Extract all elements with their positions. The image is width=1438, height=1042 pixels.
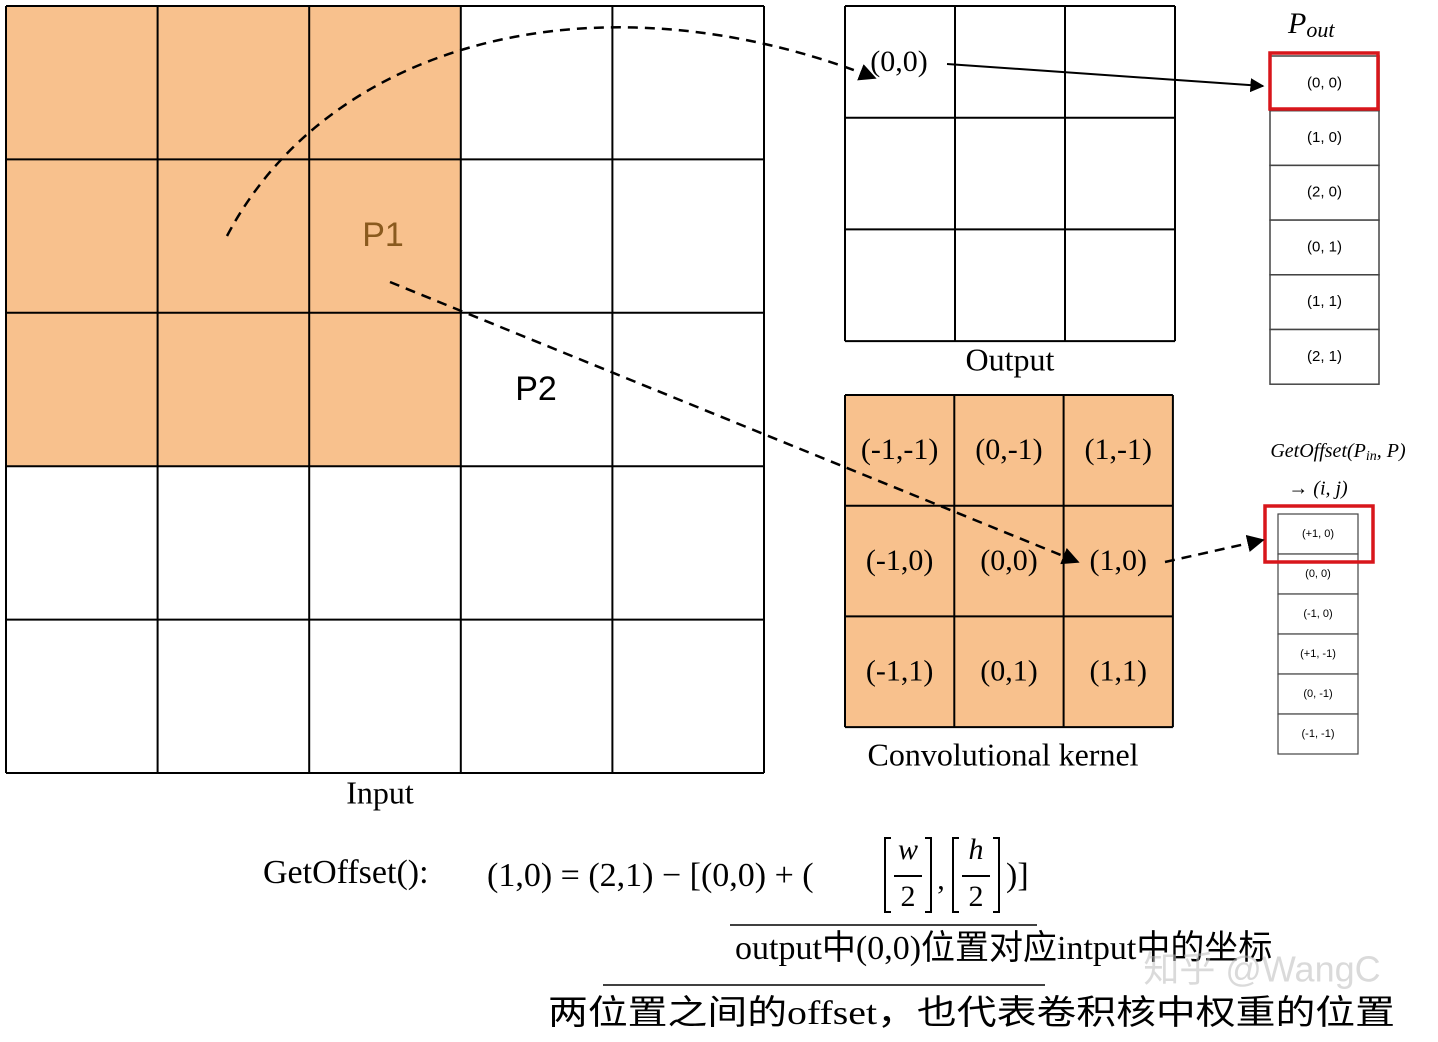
cell-label: (0,-1) — [975, 433, 1042, 466]
fraction-den: 2 — [901, 880, 916, 913]
list-item: (-1, 0) — [1303, 608, 1332, 620]
watermark: 知乎 @WangC — [1143, 949, 1380, 990]
list-item: (0, 1) — [1307, 238, 1342, 255]
list-cell — [1269, 328, 1380, 385]
annotation: 两位置之间的offset，也代表卷积核中权重的位置 — [548, 994, 1395, 1032]
list-cell — [1269, 55, 1380, 112]
title-suffix: , P) — [1377, 440, 1406, 462]
highlight-region — [6, 6, 461, 467]
formula-text: , — [937, 863, 945, 896]
title-base: P — [1287, 7, 1306, 40]
formula-name: GetOffset(): — [263, 854, 429, 891]
caption: Input — [346, 774, 414, 810]
list-item: (2, 1) — [1307, 348, 1342, 365]
list-item: (1, 0) — [1307, 129, 1342, 146]
cell-label: (1,1) — [1090, 655, 1147, 688]
title-prefix: GetOffset(P — [1270, 440, 1366, 462]
list-item: (0, 0) — [1307, 74, 1342, 91]
list-cell — [1269, 219, 1380, 276]
arrow — [946, 63, 1265, 93]
list-item: (0, -1) — [1303, 688, 1332, 700]
list-cell — [1277, 513, 1359, 555]
cell-label: (-1,-1) — [861, 433, 938, 466]
list-item: (2, 0) — [1307, 184, 1342, 201]
annotation: output中(0,0)位置对应intput中的坐标 — [735, 929, 1272, 967]
cell-label: (-1,0) — [866, 544, 933, 577]
cell-label: (1,0) — [1090, 544, 1147, 577]
list-item: (+1, -1) — [1300, 648, 1336, 660]
list-item: (1, 1) — [1307, 293, 1342, 310]
list-title: Pout — [1287, 7, 1335, 42]
highlight-box — [1263, 504, 1375, 564]
fraction-den: 2 — [969, 880, 984, 913]
highlight-box — [1268, 51, 1380, 111]
list-cell — [1269, 274, 1380, 331]
caption: Output — [966, 341, 1055, 377]
title-sub: in — [1366, 449, 1377, 464]
list-cell — [1277, 713, 1359, 755]
cell-label: (0,0) — [980, 544, 1037, 577]
point-label: P1 — [362, 216, 404, 254]
fraction-num: h — [969, 833, 984, 866]
caption: Convolutional kernel — [867, 736, 1138, 772]
list-item: (+1, 0) — [1302, 528, 1334, 540]
list-cell — [1277, 593, 1359, 635]
list-title: → (i, j) — [1288, 478, 1348, 500]
title-sub: out — [1306, 17, 1335, 42]
fraction-num: w — [898, 833, 918, 866]
kernel-fill — [845, 395, 1173, 727]
formula-text: )] — [1006, 857, 1029, 894]
cell-label: (-1,1) — [866, 655, 933, 688]
formula-text: (1,0) = (2,1) − [(0,0) + ( — [487, 857, 814, 894]
point-label: P2 — [515, 370, 557, 408]
list-title: GetOffset(Pin, P) — [1270, 440, 1406, 465]
list-cell — [1269, 109, 1380, 167]
cell-label: (0,0) — [870, 45, 927, 78]
floor-bracket — [952, 837, 1000, 913]
list-item: (0, 0) — [1305, 568, 1331, 580]
dashed-arrow — [1164, 534, 1265, 564]
floor-bracket — [884, 837, 932, 913]
cell-label: (1,-1) — [1085, 433, 1152, 466]
cell-label: (0,1) — [980, 655, 1037, 688]
list-cell — [1277, 673, 1359, 715]
list-item: (-1, -1) — [1302, 728, 1335, 740]
dashed-arrow — [225, 26, 877, 237]
dashed-arrow — [389, 280, 1080, 565]
list-cell — [1277, 633, 1359, 675]
